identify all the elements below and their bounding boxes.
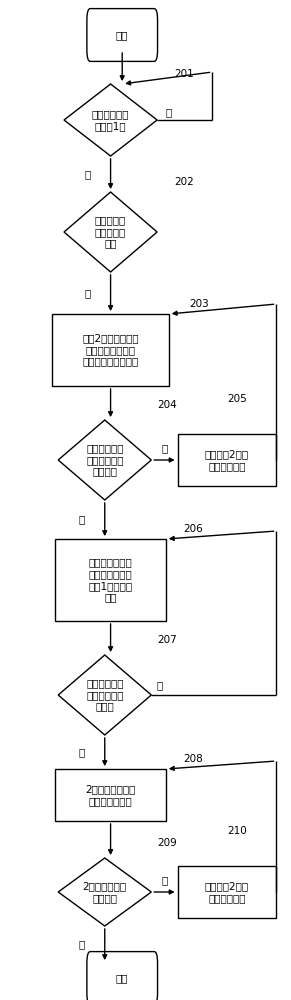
Text: 检测当前档位
是否在1档: 检测当前档位 是否在1档 bbox=[92, 109, 129, 131]
Text: 否: 否 bbox=[161, 443, 168, 453]
Text: 202: 202 bbox=[175, 177, 194, 187]
Text: 否: 否 bbox=[161, 875, 168, 885]
Text: 205: 205 bbox=[227, 394, 247, 404]
Polygon shape bbox=[64, 192, 157, 272]
Bar bbox=[178, 866, 276, 918]
Text: 否: 否 bbox=[157, 680, 163, 690]
Text: 是: 是 bbox=[78, 940, 85, 950]
Text: 开始: 开始 bbox=[116, 30, 128, 40]
Text: 控制动力源降扭
矩、降低转速，
以使1档离合器
脱开: 控制动力源降扭 矩、降低转速， 以使1档离合器 脱开 bbox=[88, 558, 133, 602]
Polygon shape bbox=[58, 655, 151, 735]
FancyBboxPatch shape bbox=[87, 9, 157, 61]
Bar bbox=[55, 769, 166, 821]
Polygon shape bbox=[58, 858, 151, 926]
Text: 是: 是 bbox=[78, 514, 85, 524]
Text: 207: 207 bbox=[157, 635, 177, 645]
Text: 检测车辆是
否满足升档
条件: 检测车辆是 否满足升档 条件 bbox=[95, 215, 126, 249]
Text: 206: 206 bbox=[183, 524, 203, 534]
Text: 继续提升2档离
合器滑摩扭矩: 继续提升2档离 合器滑摩扭矩 bbox=[205, 449, 249, 471]
FancyBboxPatch shape bbox=[87, 952, 157, 1000]
Text: 204: 204 bbox=[157, 400, 177, 410]
Text: 201: 201 bbox=[175, 69, 194, 79]
Text: 控制2档离合器开始
滑摩，提升滑摩扭
矩，动力源扭矩提升: 控制2档离合器开始 滑摩，提升滑摩扭 矩，动力源扭矩提升 bbox=[82, 333, 139, 367]
Text: 是: 是 bbox=[78, 747, 85, 757]
Polygon shape bbox=[64, 84, 157, 156]
Text: 继续提升2档离
合器滑摩扭矩: 继续提升2档离 合器滑摩扭矩 bbox=[205, 881, 249, 903]
Text: 210: 210 bbox=[227, 826, 247, 836]
Text: 是: 是 bbox=[84, 288, 91, 298]
Text: 结束: 结束 bbox=[116, 973, 128, 983]
Bar bbox=[55, 539, 166, 621]
Polygon shape bbox=[58, 420, 151, 500]
Text: 208: 208 bbox=[183, 754, 203, 764]
Text: 203: 203 bbox=[189, 299, 209, 309]
Text: 2档离合器是否
完成接合: 2档离合器是否 完成接合 bbox=[83, 881, 127, 903]
Text: 判断动力源转
速是否达到第
一转速: 判断动力源转 速是否达到第 一转速 bbox=[86, 678, 123, 712]
Bar bbox=[52, 314, 169, 386]
Text: 2档离合器接合、
提升动力源扭矩: 2档离合器接合、 提升动力源扭矩 bbox=[85, 784, 136, 806]
Text: 是: 是 bbox=[84, 169, 91, 179]
Text: 判断滑摩扭矩
是否达到第一
扭矩阈值: 判断滑摩扭矩 是否达到第一 扭矩阈值 bbox=[86, 443, 123, 477]
Text: 209: 209 bbox=[157, 838, 177, 848]
Bar bbox=[178, 434, 276, 486]
Text: 否: 否 bbox=[166, 107, 172, 117]
